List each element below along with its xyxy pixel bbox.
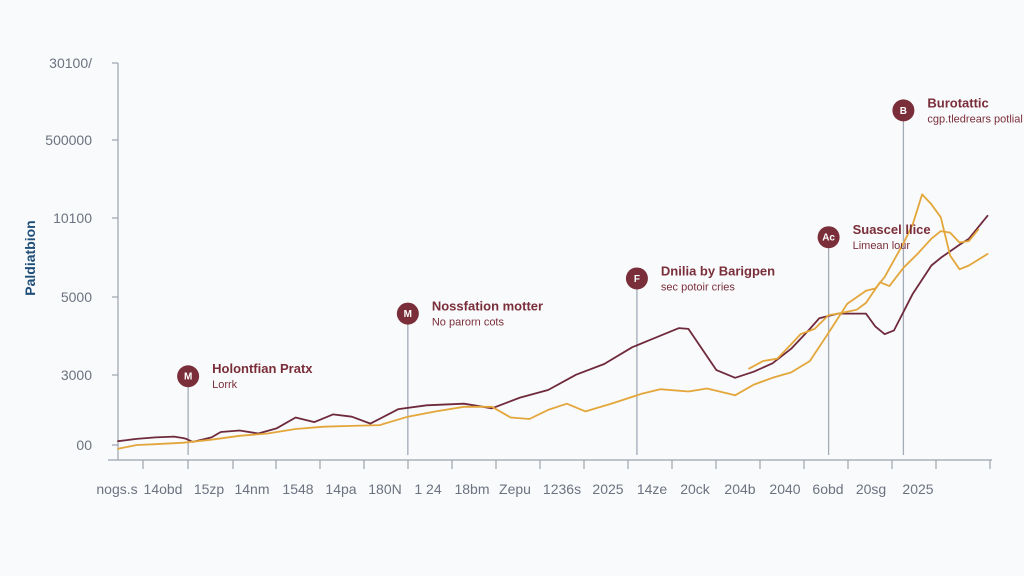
x-tick-label: 14nm bbox=[234, 481, 269, 497]
gold-series-b-line bbox=[748, 228, 980, 370]
x-tick-label: 1236s bbox=[543, 481, 581, 497]
annotation-marker-glyph: B bbox=[900, 106, 907, 117]
annotation-subtitle: Lorrk bbox=[212, 379, 238, 391]
annotation-title: Suascel llice bbox=[853, 222, 931, 237]
x-tick-label: 2025 bbox=[592, 481, 623, 497]
annotation-title: Holontfian Pratx bbox=[212, 361, 313, 376]
x-tick-label: 14pa bbox=[325, 481, 356, 497]
y-tick-label: 500000 bbox=[45, 132, 92, 148]
x-tick-label: Zepu bbox=[499, 481, 531, 497]
y-tick-label: 00 bbox=[76, 437, 92, 453]
x-ticks: nogs.s 14obd 15zp 14nm 1548 14pa 180N 1 24 18bm Z… bbox=[96, 460, 991, 497]
gold-series-a-line bbox=[117, 193, 989, 450]
annotation-subtitle: Limean lour bbox=[853, 240, 911, 252]
annotation-marker-glyph: F bbox=[634, 274, 640, 285]
y-tick-label: 5000 bbox=[61, 289, 92, 305]
annotation-marker[interactable] bbox=[177, 365, 200, 388]
x-tick-label: 14obd bbox=[144, 481, 183, 497]
x-tick-label: 14ze bbox=[637, 481, 668, 497]
x-tick-label: 2025 bbox=[902, 481, 933, 497]
y-tick-label: 30100/ bbox=[49, 55, 92, 71]
annotation-marker-glyph: M bbox=[404, 309, 412, 320]
series-group bbox=[117, 193, 989, 450]
y-axis-label: Paldiatbion bbox=[22, 220, 38, 295]
axes bbox=[108, 63, 992, 461]
annotation-marker-glyph: M bbox=[184, 372, 192, 383]
x-tick-label: 20ck bbox=[680, 481, 711, 497]
x-tick-label: 1 24 bbox=[414, 481, 441, 497]
annotation-title: Burotattic bbox=[927, 95, 988, 110]
annotation-marker-glyph: Ac bbox=[822, 233, 835, 244]
x-tick-label: 20sg bbox=[856, 481, 886, 497]
annotation-marker[interactable] bbox=[817, 226, 840, 249]
x-tick-label: 6obd bbox=[812, 481, 843, 497]
y-tick-label: 10100 bbox=[53, 210, 92, 226]
y-ticks: 00 3000 5000 10100 500000 30100/ bbox=[45, 55, 118, 453]
y-tick-label: 3000 bbox=[61, 367, 92, 383]
x-tick-label: nogs.s bbox=[96, 481, 137, 497]
annotations: M Holontfian Pratx Lorrk M Nossfation motter… bbox=[177, 95, 1023, 391]
annotation-lines bbox=[187, 110, 905, 455]
annotation-title: Dnilia by Barigpen bbox=[661, 263, 775, 278]
annotation-marker[interactable] bbox=[396, 302, 419, 325]
maroon-series-line bbox=[117, 214, 989, 443]
annotation-title: Nossfation motter bbox=[432, 299, 543, 314]
annotation-subtitle: No parorn cots bbox=[432, 317, 505, 329]
annotation-marker[interactable] bbox=[625, 267, 648, 290]
x-tick-label: 204b bbox=[724, 481, 755, 497]
x-tick-label: 2040 bbox=[769, 481, 800, 497]
x-tick-label: 15zp bbox=[194, 481, 225, 497]
annotation-marker[interactable] bbox=[892, 99, 915, 122]
annotation-subtitle: sec potoir cries bbox=[661, 281, 735, 293]
annotation-subtitle: cgp.tledrears potlial bbox=[927, 113, 1022, 125]
x-tick-label: 1548 bbox=[282, 481, 313, 497]
x-tick-label: 180N bbox=[368, 481, 401, 497]
x-tick-label: 18bm bbox=[454, 481, 489, 497]
